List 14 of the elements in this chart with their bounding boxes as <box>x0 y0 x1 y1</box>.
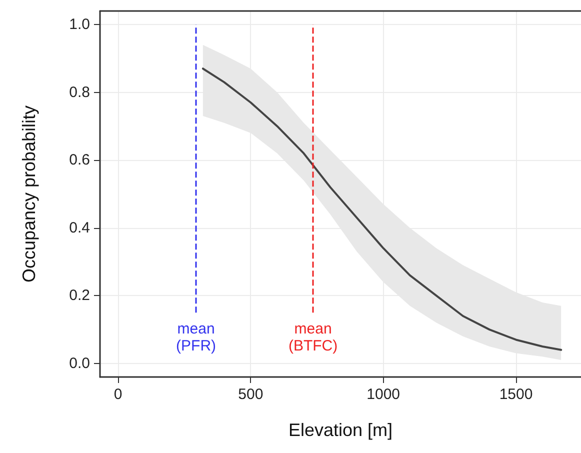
y-tick-label: 0.4 <box>69 219 90 236</box>
y-tick-label: 0.8 <box>69 84 90 101</box>
ref-line-label: mean (PFR) <box>176 320 216 355</box>
x-axis-title: Elevation [m] <box>288 420 393 440</box>
y-tick-label: 0.0 <box>69 354 90 372</box>
ref-line-label: mean (BTFC) <box>288 320 338 355</box>
y-tick-label: 0.2 <box>69 287 90 304</box>
x-tick-label: 1000 <box>366 386 400 403</box>
x-tick-label: 1500 <box>499 386 533 403</box>
x-tick-label: 500 <box>238 386 264 403</box>
x-tick-label: 0 <box>114 386 122 403</box>
y-axis-title: Occupancy probability <box>19 105 39 283</box>
y-tick-label: 0.6 <box>69 152 90 169</box>
y-tick-label: 1.0 <box>69 16 90 34</box>
